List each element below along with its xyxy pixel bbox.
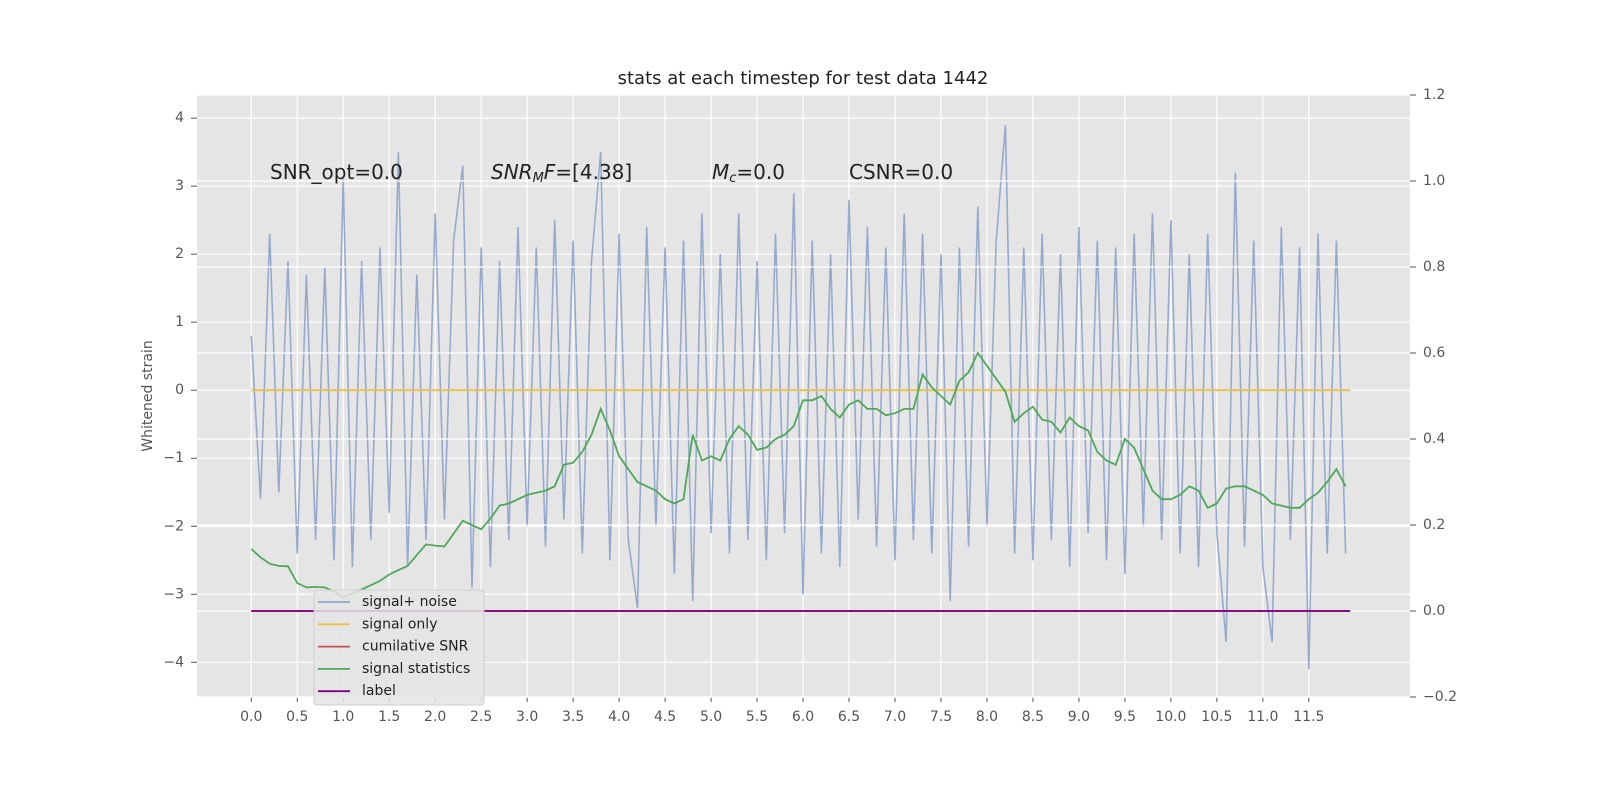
x-tick-label: 10.0 <box>1155 709 1186 725</box>
annotation-part: SNR_opt=0.0 <box>270 160 403 184</box>
x-tick-label: 5.5 <box>746 709 768 725</box>
x-tick-label: 11.0 <box>1247 709 1278 725</box>
y-tick-label: −1 <box>163 450 184 466</box>
x-tick-label: 10.5 <box>1201 709 1232 725</box>
series-line <box>250 124 1347 670</box>
x-tick-label: 0.5 <box>286 709 308 725</box>
y-tick-label: 3 <box>175 178 184 194</box>
y-tick-label: 0 <box>175 382 184 398</box>
x-tick-label: 9.5 <box>1114 709 1136 725</box>
y2-tick-label: 0.2 <box>1423 517 1445 533</box>
legend-label: cumilative SNR <box>362 639 469 655</box>
annotation-part: CSNR=0.0 <box>849 160 953 184</box>
legend-label: signal+ noise <box>362 594 457 610</box>
annotation-part: c <box>729 171 736 186</box>
annotation: Mc=0.0 <box>712 160 785 186</box>
y2-tick-label: 0.4 <box>1423 431 1445 447</box>
x-tick-label: 2.5 <box>470 709 492 725</box>
x-tick-label: 2.0 <box>424 709 446 725</box>
series-line <box>250 351 1347 599</box>
x-tick-label: 3.0 <box>516 709 538 725</box>
chart-title: stats at each timestep for test data 144… <box>618 68 989 89</box>
annotation: SNR_opt=0.0 <box>270 160 403 184</box>
y-axis-label: Whitened strain <box>140 340 156 451</box>
y-tick-label: −4 <box>163 654 184 670</box>
y-tick-label: 4 <box>175 110 184 126</box>
x-tick-label: 9.0 <box>1068 709 1090 725</box>
x-tick-label: 11.5 <box>1293 709 1324 725</box>
annotation: SNRMF=[4.38] <box>491 160 632 186</box>
x-tick-label: 5.0 <box>700 709 722 725</box>
x-tick-label: 8.0 <box>976 709 998 725</box>
legend-label: signal only <box>362 616 437 632</box>
y-tick-label: 2 <box>175 246 184 262</box>
x-tick-label: 7.0 <box>884 709 906 725</box>
y-tick-label: −3 <box>163 586 184 602</box>
y2-tick-label: −0.2 <box>1423 689 1457 705</box>
annotation-part: M <box>533 171 544 186</box>
x-tick-label: 6.0 <box>792 709 814 725</box>
x-tick-label: 0.0 <box>240 709 262 725</box>
y-tick-label: 1 <box>175 314 184 330</box>
y2-tick-label: 0.6 <box>1423 345 1445 361</box>
annotation-part: F <box>544 160 556 184</box>
y2-tick-label: 1.2 <box>1423 87 1445 103</box>
y2-tick-label: 1.0 <box>1423 173 1445 189</box>
x-tick-label: 4.0 <box>608 709 630 725</box>
x-tick-label: 3.5 <box>562 709 584 725</box>
x-tick-label: 1.5 <box>378 709 400 725</box>
legend-box <box>313 589 485 706</box>
annotation-part: =[4.38] <box>555 160 632 184</box>
annotation-part: =0.0 <box>736 160 785 184</box>
y2-tick-label: 0.8 <box>1423 259 1445 275</box>
legend-label: signal statistics <box>362 661 470 677</box>
legend-label: label <box>362 683 396 699</box>
x-tick-label: 1.0 <box>332 709 354 725</box>
x-tick-label: 8.5 <box>1022 709 1044 725</box>
annotation-part: SNR <box>491 160 533 184</box>
x-tick-label: 6.5 <box>838 709 860 725</box>
y2-tick-label: 0.0 <box>1423 603 1445 619</box>
x-tick-label: 7.5 <box>930 709 952 725</box>
y-tick-label: −2 <box>163 518 184 534</box>
annotation-part: M <box>712 160 729 184</box>
x-tick-label: 4.5 <box>654 709 676 725</box>
annotation: CSNR=0.0 <box>849 160 953 184</box>
